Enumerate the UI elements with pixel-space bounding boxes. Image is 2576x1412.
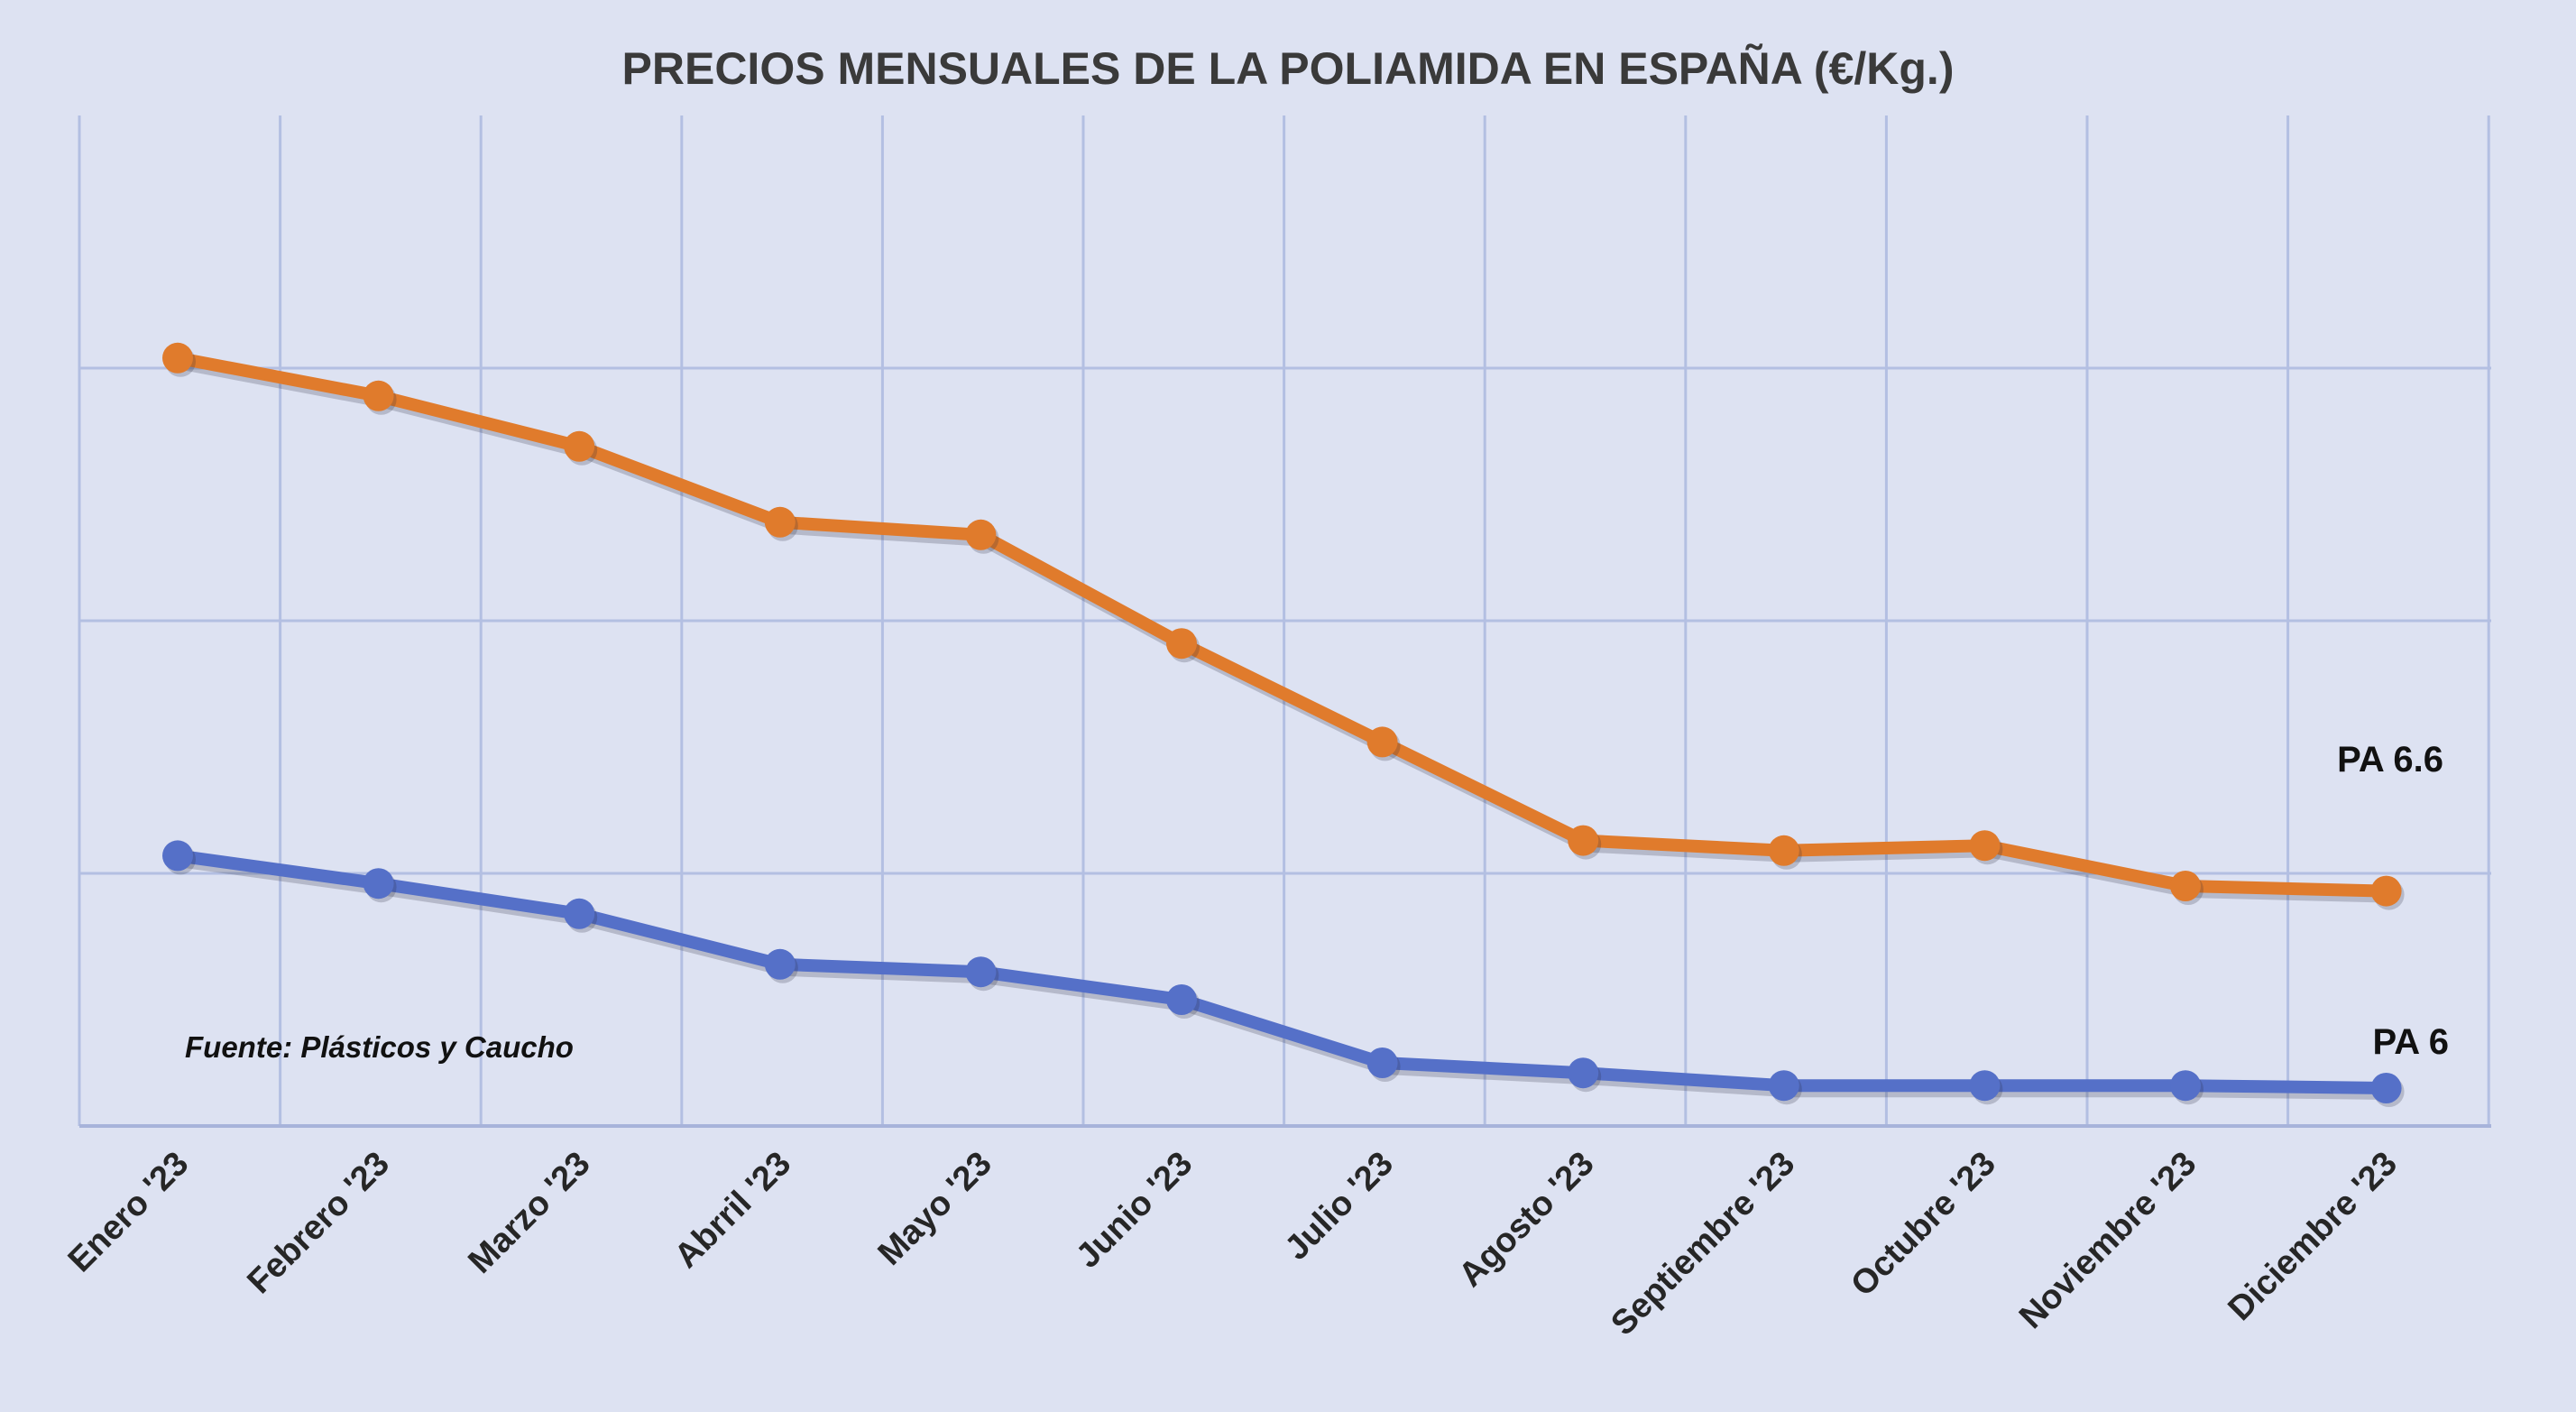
data-point	[965, 519, 997, 550]
data-point	[1366, 726, 1398, 758]
series-label-pa66: PA 6.6	[2337, 740, 2443, 780]
series-label-pa6: PA 6	[2373, 1022, 2449, 1062]
series-group	[162, 342, 2405, 1107]
data-point	[1969, 1070, 2001, 1102]
data-point	[965, 956, 997, 988]
data-point	[564, 430, 595, 462]
data-point	[363, 868, 394, 900]
data-point	[1366, 1047, 1398, 1078]
series-line	[171, 351, 2393, 898]
series-pa66	[162, 342, 2405, 910]
data-point	[2170, 1070, 2201, 1102]
data-point	[1166, 984, 1197, 1015]
data-point	[1969, 830, 2001, 862]
data-point	[564, 898, 595, 929]
data-point	[764, 948, 796, 980]
data-point	[764, 506, 796, 538]
data-point	[2170, 871, 2201, 901]
series-line	[171, 849, 2393, 1094]
data-point	[1568, 825, 1599, 856]
gridlines	[78, 115, 2491, 1126]
source-note: Fuente: Plásticos y Caucho	[185, 1030, 574, 1064]
chart-title: PRECIOS MENSUALES DE LA POLIAMIDA EN ESP…	[622, 43, 1955, 94]
data-point	[1768, 1070, 1799, 1102]
data-point	[363, 380, 394, 411]
data-point	[162, 840, 193, 872]
data-point	[1166, 628, 1197, 660]
data-point	[2370, 875, 2402, 907]
data-point	[2370, 1073, 2402, 1103]
data-point	[1568, 1057, 1599, 1089]
data-point	[1768, 835, 1799, 866]
series-pa6	[162, 840, 2405, 1107]
data-point	[162, 342, 193, 374]
